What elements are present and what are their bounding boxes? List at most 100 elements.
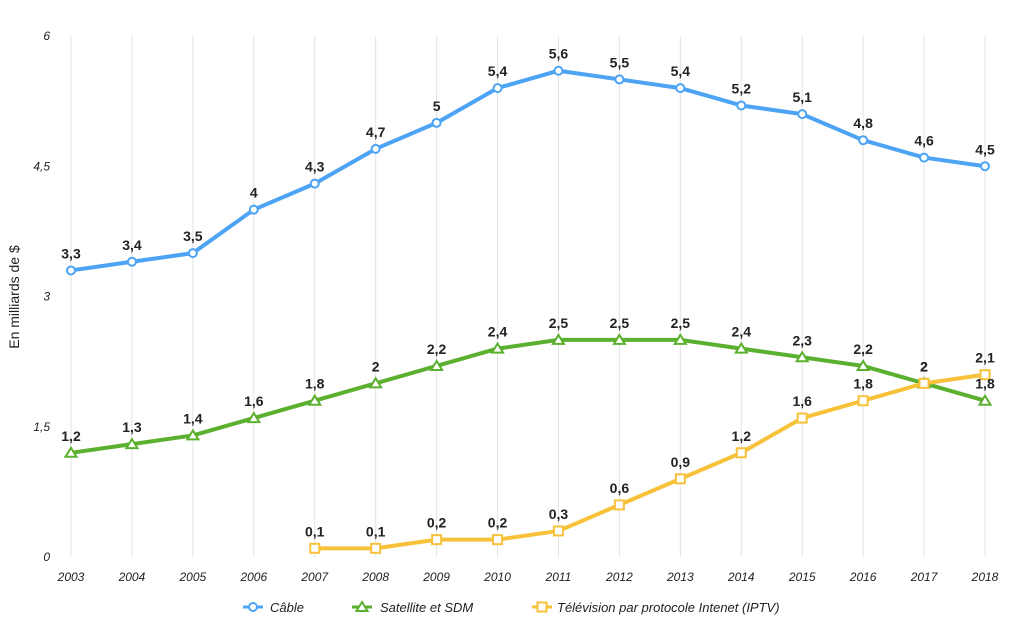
iptv-point — [918, 377, 930, 389]
cable-point — [736, 100, 747, 111]
legend-item: Satellite et SDM — [352, 600, 473, 615]
iptv-point — [309, 542, 321, 554]
cable-point — [919, 152, 930, 163]
legend-marker — [248, 602, 258, 612]
satellite-point — [124, 437, 140, 450]
cable-data-label: 5,2 — [732, 80, 752, 96]
iptv-data-label: 0,2 — [427, 515, 447, 531]
cable-point — [126, 256, 137, 267]
iptv-data-label: 1,2 — [732, 428, 752, 444]
y-tick-label: 6 — [43, 29, 50, 43]
legend-label: Télévision par protocole Intenet (IPTV) — [557, 600, 780, 615]
satellite-data-label: 2,2 — [853, 341, 873, 357]
iptv-point — [796, 412, 808, 424]
x-tick-label: 2003 — [57, 570, 85, 584]
x-tick-label: 2013 — [666, 570, 694, 584]
satellite-line — [69, 337, 987, 455]
cable-data-label: 5,5 — [610, 54, 630, 70]
x-tick-label: 2018 — [971, 570, 999, 584]
y-tick-label: 1,5 — [33, 420, 50, 434]
x-axis-ticks: 2003 2004 2005 2006 2007 2008 2009 2010 2011 2012… — [57, 570, 999, 584]
y-axis-ticks: 0 1,5 3 4,5 6 — [33, 29, 50, 564]
series-iptv — [309, 369, 991, 554]
series-cable — [66, 65, 990, 276]
satellite-point — [612, 332, 627, 345]
cable-data-label: 4,3 — [305, 159, 325, 175]
satellite-data-label: 2,4 — [732, 324, 752, 340]
satellite-data-label: 1,2 — [61, 428, 81, 444]
satellite-data-label: 2 — [372, 358, 380, 374]
satellite-data-label: 1,8 — [305, 376, 325, 392]
satellite-data-label: 1,3 — [122, 419, 142, 435]
iptv-point — [370, 542, 382, 554]
iptv-point — [431, 534, 443, 546]
cable-point — [309, 178, 320, 189]
satellite-data-label: 1,6 — [244, 393, 264, 409]
satellite-point — [429, 359, 444, 371]
satellite-data-label: 1,4 — [183, 410, 203, 426]
satellite-point — [794, 350, 810, 363]
cable-point — [675, 83, 686, 94]
cable-point — [492, 83, 503, 94]
cable-data-label: 5,4 — [671, 63, 691, 79]
cable-point — [797, 109, 808, 120]
iptv-data-label: 2 — [920, 358, 928, 374]
x-tick-label: 2007 — [300, 570, 329, 584]
satellite-data-label: 2,5 — [610, 315, 630, 331]
iptv-point — [613, 499, 625, 511]
satellite-point — [185, 428, 201, 441]
satellite-point — [733, 341, 749, 354]
y-tick-label: 4,5 — [33, 159, 50, 173]
x-tick-label: 2005 — [179, 570, 207, 584]
x-tick-label: 2004 — [118, 570, 146, 584]
satellite-point — [490, 341, 505, 354]
x-tick-label: 2014 — [727, 570, 755, 584]
series-satellite — [63, 332, 993, 458]
y-axis-label: En milliards de $ — [6, 245, 22, 349]
x-tick-label: 2017 — [910, 570, 939, 584]
iptv-data-label: 0,2 — [488, 515, 508, 531]
legend-marker — [536, 601, 548, 613]
cable-point — [370, 143, 381, 154]
iptv-point — [857, 395, 869, 407]
cable-point — [248, 204, 259, 215]
legend: Câble Satellite et SDM Télévision par prot… — [243, 600, 780, 615]
satellite-point — [63, 445, 79, 458]
cable-point — [431, 117, 442, 128]
satellite-data-label: 2,5 — [549, 315, 569, 331]
data-labels: 3,3 3,4 3,5 4 4,3 4,7 5 5,4 5,6 5,5 5,4 5,2 5,1 4,8 4,… — [61, 46, 995, 540]
cable-data-label: 3,4 — [122, 237, 142, 253]
iptv-data-label: 0,9 — [671, 454, 691, 470]
iptv-point — [979, 369, 991, 381]
x-tick-label: 2008 — [361, 570, 389, 584]
satellite-point — [977, 393, 993, 406]
iptv-data-label: 1,6 — [792, 393, 812, 409]
cable-data-label: 4,6 — [914, 133, 934, 149]
satellite-data-label: 2 — [920, 358, 928, 374]
iptv-point — [735, 447, 747, 459]
legend-label: Satellite et SDM — [380, 600, 473, 615]
cable-point — [66, 265, 76, 276]
cable-data-label: 5 — [433, 98, 441, 114]
cable-data-label: 3,3 — [61, 245, 81, 261]
iptv-data-label: 0,6 — [610, 480, 630, 496]
cable-point — [553, 65, 564, 76]
cable-data-label: 5,1 — [792, 89, 812, 105]
cable-point — [614, 74, 625, 85]
satellite-data-label: 2,2 — [427, 341, 447, 357]
x-tick-label: 2009 — [422, 570, 450, 584]
satellite-point — [246, 411, 262, 424]
legend-label: Câble — [270, 600, 304, 615]
satellite-point — [307, 393, 323, 406]
legend-marker — [354, 600, 370, 612]
cable-data-label: 3,5 — [183, 228, 203, 244]
cable-point — [187, 248, 198, 259]
x-tick-label: 2012 — [605, 570, 633, 584]
x-tick-label: 2010 — [483, 570, 511, 584]
legend-item: Câble — [243, 600, 304, 615]
satellite-data-label: 2,3 — [792, 332, 812, 348]
satellite-data-label: 2,5 — [671, 315, 691, 331]
cable-point — [980, 161, 990, 172]
x-tick-label: 2015 — [788, 570, 816, 584]
satellite-data-label: 2,4 — [488, 324, 508, 340]
